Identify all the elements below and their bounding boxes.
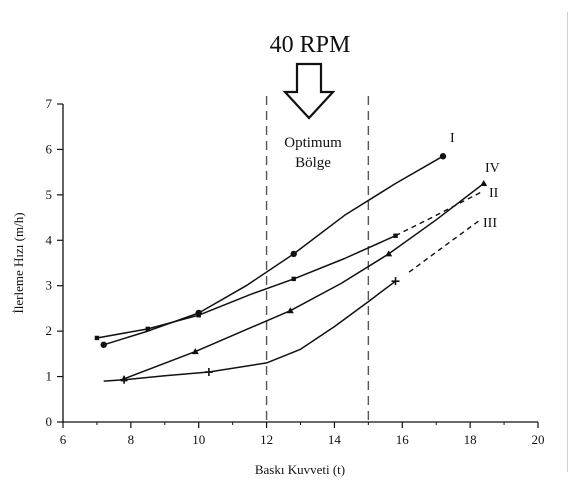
y-axis-title: İlerleme Hızı (m/h) <box>11 212 26 313</box>
series-label-ii: II <box>489 186 499 201</box>
series-markers <box>95 153 487 384</box>
data-point-ii <box>292 277 296 281</box>
x-tick-label: 10 <box>192 432 205 447</box>
rpm-header-label: 40 RPM <box>270 32 351 58</box>
y-tick-label: 1 <box>46 369 53 384</box>
data-point-ii <box>393 234 397 238</box>
y-tick-label: 6 <box>46 141 53 156</box>
y-tick-label: 3 <box>46 278 53 293</box>
data-point-i <box>291 251 297 257</box>
series-curves <box>97 156 484 381</box>
y-tick-label: 0 <box>46 414 53 429</box>
y-tick-label: 4 <box>46 232 53 247</box>
series-extrapolation-iii <box>409 220 480 272</box>
series-line-ii <box>97 236 396 338</box>
x-tick-label: 20 <box>532 432 545 447</box>
optimum-zone-label-line1: Optimum <box>284 135 342 151</box>
data-point-ii <box>146 327 150 331</box>
x-tick-label: 6 <box>60 432 67 447</box>
series-line-iv <box>124 184 484 379</box>
data-point-i <box>101 342 107 348</box>
series-label-i: I <box>450 131 455 146</box>
data-point-iii <box>205 368 213 376</box>
series-label-iii: III <box>483 216 497 231</box>
x-tick-label: 12 <box>260 432 273 447</box>
data-point-ii <box>95 336 99 340</box>
x-axis-title: Baskı Kuvveti (t) <box>255 462 345 477</box>
data-point-i <box>440 153 446 159</box>
y-tick-label: 5 <box>46 187 53 202</box>
x-tick-label: 14 <box>328 432 342 447</box>
data-point-ii <box>197 313 201 317</box>
series-label-iv: IV <box>485 161 500 176</box>
y-tick-label: 2 <box>46 323 53 338</box>
data-point-iv <box>480 180 487 186</box>
image-right-border <box>567 12 568 472</box>
y-tick-label: 7 <box>46 96 53 111</box>
x-tick-label: 18 <box>464 432 477 447</box>
x-tick-label: 16 <box>396 432 410 447</box>
series-line-i <box>104 156 443 345</box>
optimum-zone-label-line2: Bölge <box>295 155 331 171</box>
down-arrow-icon <box>285 64 333 118</box>
x-tick-label: 8 <box>128 432 135 447</box>
